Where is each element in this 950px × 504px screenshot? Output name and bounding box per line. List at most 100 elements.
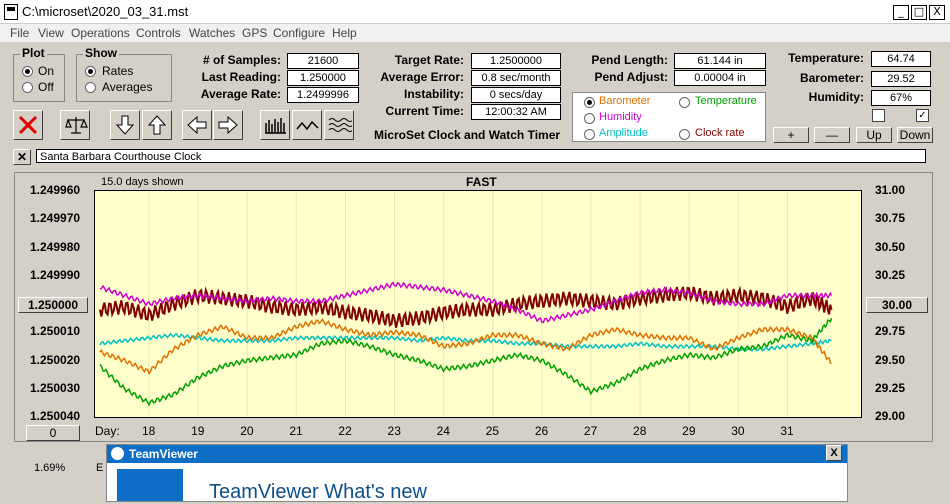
arrow-left-button[interactable] <box>182 110 212 140</box>
teamviewer-close-button[interactable]: X <box>826 445 842 461</box>
x-axis-tick-label: 28 <box>633 424 647 438</box>
left-axis-center-box[interactable]: 1.250000 <box>18 297 88 313</box>
line-view-button[interactable] <box>292 110 322 140</box>
red-x-icon <box>18 115 38 135</box>
menu-help[interactable]: Help <box>332 26 357 40</box>
temperature-value: 64.74 <box>871 51 931 67</box>
minimize-button[interactable]: _ <box>893 5 909 20</box>
left-axis-tick-label: 1.250040 <box>30 409 81 423</box>
humidity-label: Humidity: <box>808 90 864 104</box>
x-axis-tick-label: 29 <box>682 424 696 438</box>
plot-off-radio[interactable] <box>22 82 33 93</box>
overlay-temperature-radio[interactable] <box>679 97 690 108</box>
maximize-button[interactable]: □ <box>911 5 927 20</box>
app-icon[interactable] <box>4 4 18 20</box>
overlay-selector <box>572 92 766 142</box>
teamviewer-titlebar: TeamViewer <box>107 445 847 463</box>
right-axis-tick-label: 30.25 <box>875 267 906 282</box>
teamviewer-logo-icon <box>111 447 124 460</box>
pend-length-value[interactable]: 61.144 in <box>674 53 766 69</box>
left-axis-tick-label: 1.250030 <box>30 380 81 395</box>
sensor-checkbox-2[interactable]: ✓ <box>916 109 929 122</box>
right-axis-tick-label: 30.50 <box>875 239 906 254</box>
balance-button[interactable] <box>60 110 90 140</box>
overlay-clock-rate-radio[interactable] <box>679 129 690 140</box>
menu-controls[interactable]: Controls <box>136 26 181 40</box>
series-line-temperature <box>99 317 833 407</box>
left-axis-tick-label: 1.249990 <box>30 267 81 282</box>
clear-clock-button[interactable]: ✕ <box>13 149 31 165</box>
menu-view[interactable]: View <box>38 26 64 40</box>
menu-watches[interactable]: Watches <box>189 26 236 40</box>
target-rate-value[interactable]: 1.2500000 <box>471 53 561 69</box>
left-axis-tick-label: 1.250010 <box>30 324 81 339</box>
x-axis-tick-label: 31 <box>780 424 794 438</box>
overlay-amplitude-radio[interactable] <box>584 129 595 140</box>
series-line-amplitude <box>99 332 832 353</box>
window-title: C:\microset\2020_03_31.mst <box>22 4 189 19</box>
show-averages-label[interactable]: Averages <box>102 80 153 94</box>
menu-gps[interactable]: GPS <box>242 26 268 40</box>
chart-svg <box>98 191 833 417</box>
arrow-up-button[interactable] <box>142 110 172 140</box>
right-axis-center-box[interactable]: 30.00 <box>866 297 928 313</box>
show-group <box>76 54 172 102</box>
overlay-amplitude-label[interactable]: Amplitude <box>599 127 648 139</box>
target-rate-label: Target Rate: <box>394 53 464 67</box>
teamviewer-title: TeamViewer <box>129 447 198 461</box>
plot-on-radio[interactable] <box>22 66 33 77</box>
clock-name-field[interactable]: Santa Barbara Courthouse Clock <box>36 149 926 163</box>
plot-on-label[interactable]: On <box>38 64 55 78</box>
bars-view-button[interactable] <box>260 110 290 140</box>
pend-length-label: Pend Length: <box>591 53 668 67</box>
overlay-barometer-label[interactable]: Barometer <box>599 95 651 107</box>
down-button[interactable]: Down <box>897 127 933 143</box>
up-button[interactable]: Up <box>856 127 892 143</box>
overlay-humidity-radio[interactable] <box>584 113 595 124</box>
right-axis-tick-label: 29.50 <box>875 352 906 367</box>
sensor-checkbox-1[interactable] <box>872 109 885 122</box>
x-axis-prefix: Day: <box>95 424 120 438</box>
close-button[interactable]: X <box>929 5 945 20</box>
arrow-up-icon <box>147 115 167 135</box>
line-graph-icon <box>296 120 319 131</box>
show-rates-label[interactable]: Rates <box>102 64 134 78</box>
show-averages-radio[interactable] <box>85 82 96 93</box>
menu-operations[interactable]: Operations <box>71 26 130 40</box>
plot-off-label[interactable]: Off <box>38 80 54 94</box>
x-axis-tick-label: 23 <box>387 424 401 438</box>
right-axis-tick-label: 29.25 <box>875 380 906 395</box>
x-axis-tick-label: 24 <box>436 424 450 438</box>
percent-partial-label: E <box>96 462 104 474</box>
overlay-clock-rate-label[interactable]: Clock rate <box>695 127 745 139</box>
average-error-value: 0.8 sec/month <box>471 70 561 86</box>
samples-value: 21600 <box>287 53 359 69</box>
last-reading-label: Last Reading: <box>201 70 281 84</box>
arrow-right-button[interactable] <box>213 110 243 140</box>
instability-label: Instability: <box>403 87 464 101</box>
arrow-down-button[interactable] <box>110 110 140 140</box>
menu-configure[interactable]: Configure <box>273 26 326 40</box>
stop-button[interactable] <box>13 110 43 140</box>
menu-file[interactable]: File <box>10 26 30 40</box>
right-axis-tick-label: 31.00 <box>875 183 906 197</box>
x-axis-tick-label: 26 <box>534 424 549 438</box>
app-name-label: MicroSet Clock and Watch Timer <box>374 128 561 142</box>
teamviewer-heading: TeamViewer What's new <box>209 481 427 503</box>
barometer-label: Barometer: <box>799 71 864 85</box>
temperature-label: Temperature: <box>788 51 864 65</box>
overlay-barometer-radio[interactable] <box>584 97 595 108</box>
plus-button[interactable]: + <box>773 127 809 143</box>
wave-view-button[interactable] <box>324 110 354 140</box>
pend-adjust-value[interactable]: 0.00004 in <box>674 70 766 86</box>
minus-button[interactable]: — <box>814 127 850 143</box>
overlay-humidity-label[interactable]: Humidity <box>599 111 642 123</box>
overlay-temperature-label[interactable]: Temperature <box>695 95 757 107</box>
bottom-left-box[interactable]: 0 <box>26 425 80 441</box>
left-axis-tick-label: 1.249980 <box>30 239 81 254</box>
show-rates-radio[interactable] <box>85 66 96 77</box>
arrow-right-icon <box>218 115 238 135</box>
plot-group <box>13 54 65 102</box>
series-line-barometer <box>99 317 832 376</box>
instability-value: 0 secs/day <box>471 87 561 103</box>
